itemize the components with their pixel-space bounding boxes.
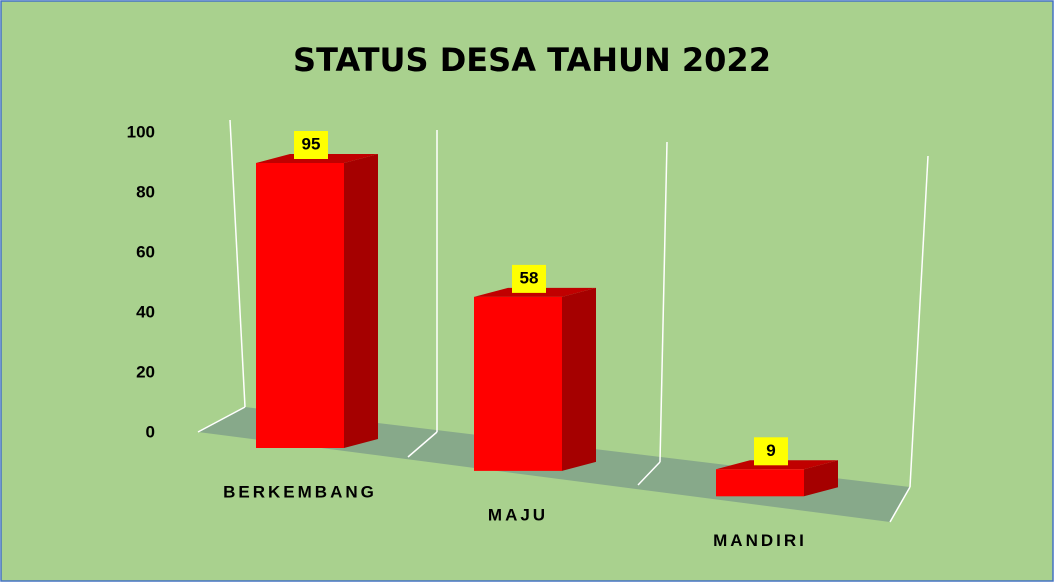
- x-tick-label: MAJU: [488, 505, 548, 524]
- x-tick-label: BERKEMBANG: [223, 482, 377, 501]
- y-tick-label: 80: [136, 182, 155, 201]
- y-tick-label: 60: [136, 242, 155, 261]
- y-tick-label: 0: [146, 422, 155, 441]
- x-tick-label: MANDIRI: [713, 531, 807, 550]
- bar-side: [344, 154, 378, 448]
- bar: [256, 163, 344, 448]
- data-label-box: [754, 437, 788, 466]
- data-label-box: [512, 264, 546, 293]
- separator: [909, 155, 929, 488]
- separator: [229, 119, 246, 408]
- data-label-box: [294, 131, 328, 159]
- y-tick-label: 100: [127, 122, 155, 141]
- y-tick-label: 40: [136, 302, 155, 321]
- bar-side: [562, 287, 596, 471]
- separator: [889, 486, 911, 523]
- separator: [659, 141, 668, 463]
- bar-side: [804, 460, 838, 497]
- separator: [407, 431, 438, 458]
- separator: [637, 461, 661, 486]
- chart-title: STATUS DESA TAHUN 2022: [293, 41, 771, 79]
- depth-gridlines: [197, 119, 929, 523]
- y-tick-label: 20: [136, 362, 155, 381]
- data-label: 58: [520, 268, 539, 287]
- bar: [716, 469, 804, 497]
- data-label: 9: [766, 441, 775, 460]
- data-label: 95: [302, 134, 321, 153]
- separator: [197, 406, 246, 433]
- bar: [474, 296, 562, 471]
